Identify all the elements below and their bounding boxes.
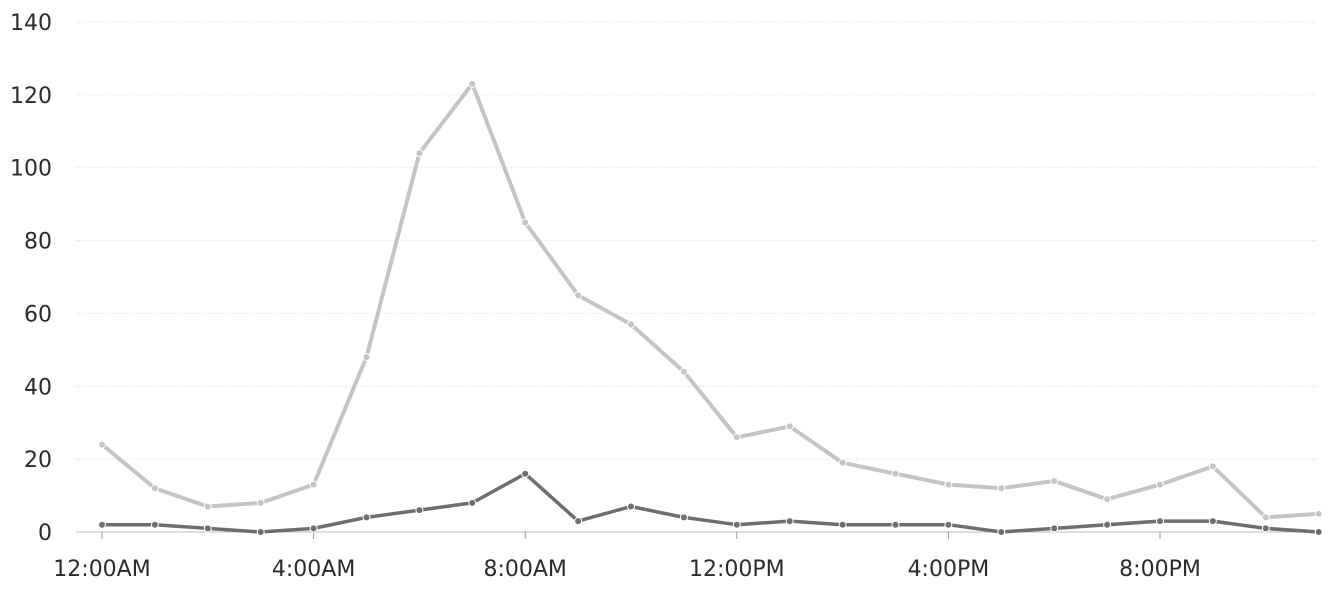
series-point-1 (997, 484, 1006, 493)
series-point-1 (1208, 462, 1217, 471)
series-point-2 (627, 502, 635, 511)
series-point-1 (1103, 495, 1112, 504)
axis-layer (101, 532, 1161, 539)
series-point-1 (732, 433, 741, 442)
series-point-2 (1050, 524, 1059, 533)
y-tick-label: 80 (24, 230, 52, 255)
series-point-2 (1156, 517, 1164, 526)
series-point-2 (891, 520, 900, 529)
y-tick-label: 60 (24, 302, 52, 327)
series-point-1 (98, 440, 106, 449)
x-tick-label: 12:00AM (53, 557, 150, 582)
series-point-2 (256, 528, 265, 536)
series-point-1 (362, 353, 371, 362)
series-point-2 (1261, 524, 1270, 533)
y-tick-label: 140 (10, 11, 52, 36)
series-point-1 (838, 458, 847, 467)
y-tick-label: 0 (38, 521, 52, 546)
series-line-1 (100, 81, 1321, 520)
series-point-1 (944, 480, 953, 489)
x-tick-label: 4:00AM (272, 557, 355, 582)
series-point-1 (521, 218, 530, 227)
series-point-2 (521, 469, 530, 478)
series-point-1 (309, 480, 318, 489)
series-point-2 (415, 506, 424, 515)
series-point-2 (309, 524, 318, 533)
grid-layer (76, 21, 1318, 533)
series-point-2 (997, 528, 1006, 536)
x-tick-label: 8:00PM (1119, 557, 1201, 582)
y-tick-label: 100 (10, 157, 52, 182)
series-point-2 (468, 498, 477, 507)
series-point-1 (1314, 509, 1323, 518)
series-point-1 (627, 320, 635, 329)
series-point-2 (150, 520, 159, 529)
series-point-2 (1208, 517, 1217, 526)
series-point-2 (838, 520, 847, 529)
series-line-2 (100, 471, 1321, 534)
series-point-1 (203, 502, 212, 511)
series-point-2 (1314, 528, 1323, 536)
y-tick-label: 40 (24, 375, 52, 400)
series-point-2 (785, 517, 794, 526)
series-point-1 (1050, 477, 1059, 485)
series-point-1 (415, 149, 424, 158)
series-point-1 (785, 422, 794, 431)
series-point-2 (679, 513, 688, 522)
series-point-1 (1261, 513, 1270, 522)
label-layer: 0 20 40 60 80 100 120 140 12:00AM 4:00AM 8:00AM 12:… (10, 11, 1201, 582)
series-point-2 (203, 524, 212, 533)
series-layer (98, 79, 1323, 536)
series-point-2 (944, 520, 953, 529)
series-point-1 (574, 291, 583, 300)
series-point-1 (679, 367, 688, 376)
y-tick-label: 20 (24, 448, 52, 473)
series-point-2 (362, 513, 371, 522)
series-point-1 (468, 79, 477, 88)
y-tick-label: 120 (10, 84, 52, 109)
series-point-1 (256, 498, 265, 507)
series-point-1 (891, 469, 900, 478)
x-tick-label: 12:00PM (689, 557, 785, 582)
series-point-2 (732, 520, 741, 529)
series-point-2 (1103, 520, 1112, 529)
series-point-2 (98, 520, 106, 529)
series-point-1 (1156, 480, 1164, 489)
x-tick-label: 8:00AM (483, 557, 566, 582)
series-point-1 (150, 484, 159, 493)
x-tick-label: 4:00PM (908, 557, 990, 582)
series-point-2 (574, 517, 583, 526)
